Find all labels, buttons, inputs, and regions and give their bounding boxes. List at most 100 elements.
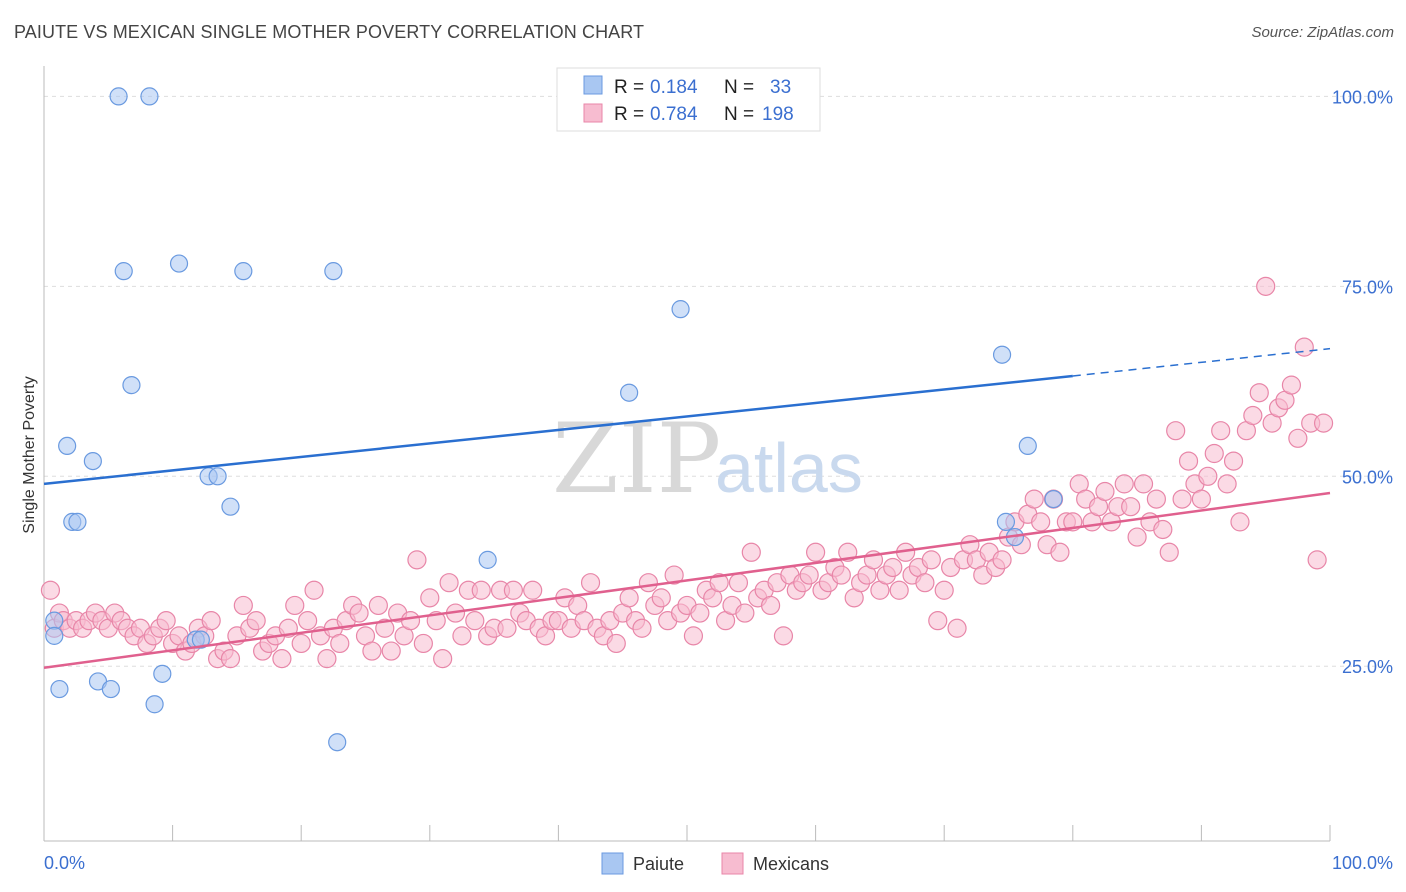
mexicans-point-154 [1024, 489, 1044, 509]
watermark: ZIP atlas [552, 403, 863, 515]
grid-lines [44, 95, 1392, 667]
mexicans-point-142 [947, 618, 967, 638]
axes [43, 66, 1331, 842]
paiute-point-11 [122, 376, 141, 395]
mexicans-point-110 [741, 542, 761, 562]
mexicans-point-65 [452, 626, 472, 646]
mexicans-point-49 [349, 603, 369, 623]
mexicans-point-169 [1121, 497, 1141, 517]
mexicans-point-195 [1288, 428, 1308, 448]
mexicans-point-19 [156, 611, 176, 631]
mexicans-point-26 [201, 611, 221, 631]
mexicans-point-54 [381, 641, 401, 661]
mexicans-point-140 [934, 580, 954, 600]
bottom-legend-swatch-paiute [601, 852, 624, 875]
paiute-point-19 [208, 467, 227, 486]
mexicans-point-62 [433, 649, 453, 669]
mexicans-point-138 [921, 550, 941, 570]
mexicans-point-53 [375, 618, 395, 638]
paiute-point-1 [45, 626, 64, 645]
mexicans-point-139 [928, 611, 948, 631]
paiute-point-24 [478, 550, 497, 569]
paiute-point-25 [620, 383, 639, 402]
paiute-point-12 [140, 87, 159, 106]
mexicans-point-33 [246, 611, 266, 631]
mexicans-point-185 [1223, 451, 1244, 471]
paiute-point-0 [45, 611, 64, 630]
mexicans-point-132 [883, 557, 903, 578]
paiute-point-29 [992, 345, 1012, 364]
mexicans-point-178 [1178, 451, 1199, 471]
mexicans-point-199 [1313, 413, 1334, 433]
legend-r-value-1: 0.184 [650, 77, 698, 98]
y-tick-label-25: 25.0% [1342, 657, 1393, 677]
mexicans-point-46 [330, 633, 350, 654]
mexicans-point-91 [619, 588, 639, 608]
mexicans-point-119 [799, 565, 819, 585]
mexicans-point-63 [439, 573, 459, 593]
mexicans-point-120 [805, 542, 826, 562]
legend-r-label-2: R = [614, 104, 644, 125]
legend-n-label-2: N = [724, 104, 754, 125]
mexicans-point-115 [773, 626, 794, 646]
y-tick-labels: 25.0% 50.0% 75.0% 100.0% [1332, 87, 1393, 677]
mexicans-point-190 [1256, 276, 1276, 296]
bottom-legend-label-mexicans: Mexicans [753, 854, 829, 874]
mexicans-point-158 [1050, 542, 1070, 562]
mexicans-point-109 [735, 603, 755, 623]
bottom-legend-label-paiute: Paiute [633, 854, 684, 874]
y-tick-label-100: 100.0% [1332, 87, 1393, 107]
paiute-point-13 [145, 695, 164, 714]
mexicans-point-194 [1281, 375, 1302, 395]
mexicans-point-85 [580, 573, 601, 593]
mexicans-point-37 [272, 649, 292, 669]
mexicans-point-41 [298, 611, 318, 631]
mexicans-point-180 [1191, 489, 1212, 509]
legend-n-value-1: 33 [770, 77, 791, 98]
paiute-point-32 [1018, 436, 1037, 456]
mexicans-point-108 [728, 573, 749, 593]
paiute-point-33 [1044, 489, 1063, 509]
legend-n-value-2: 198 [762, 104, 794, 125]
mexicans-point-31 [233, 595, 253, 616]
mexicans-point-105 [709, 573, 729, 593]
chart-title: PAIUTE VS MEXICAN SINGLE MOTHER POVERTY … [14, 22, 645, 42]
mexicans-point-60 [420, 588, 440, 608]
mexicans-point-39 [285, 595, 305, 616]
paiute-point-10 [114, 262, 133, 281]
legend-box: R = 0.184 N = 33 R = 0.784 N = 198 [556, 67, 821, 132]
mexicans-point-96 [651, 588, 671, 608]
paiute-point-5 [68, 512, 87, 531]
paiute-point-23 [328, 733, 347, 752]
mexicans-point-133 [889, 580, 909, 600]
paiute-point-14 [153, 664, 172, 683]
mexicans-point-42 [304, 580, 324, 600]
mexicans-point-189 [1249, 383, 1269, 403]
paiute-point-6 [83, 451, 102, 471]
mexicans-point-175 [1159, 542, 1179, 562]
y-tick-label-75: 75.0% [1342, 277, 1393, 297]
mexicans-point-93 [632, 618, 652, 638]
mexicans-point-188 [1243, 405, 1263, 426]
mexicans-point-181 [1198, 466, 1218, 486]
legend-swatch-mexicans [583, 103, 603, 123]
mexicans-point-149 [992, 550, 1012, 570]
mexicans-point-102 [690, 603, 710, 623]
mexicans-point-29 [220, 649, 241, 669]
paiute-point-30 [996, 512, 1016, 531]
bottom-legend-swatch-mexicans [721, 852, 744, 875]
mexicans-point-101 [683, 626, 704, 646]
x-tick-label-max: 100.0% [1332, 853, 1393, 873]
source-label: Source: ZipAtlas.com [1251, 24, 1394, 41]
paiute-point-17 [191, 630, 210, 649]
paiute-point-2 [50, 679, 69, 699]
mexicans-point-198 [1307, 550, 1327, 570]
paiute-point-8 [101, 679, 120, 699]
y-axis-label: Single Mother Poverty [21, 376, 38, 533]
legend-n-label-1: N = [724, 77, 754, 98]
mexicans-point-67 [465, 611, 485, 631]
watermark-zip: ZIP [552, 403, 721, 515]
mexicans-point-155 [1031, 512, 1051, 532]
mexicans-point-113 [760, 595, 781, 616]
paiute-point-9 [109, 87, 128, 106]
